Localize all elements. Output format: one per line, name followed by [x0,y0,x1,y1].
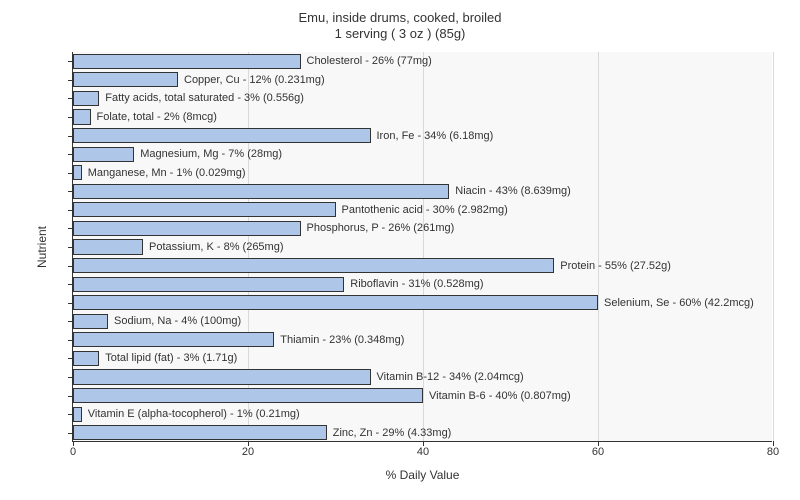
x-tick-label: 20 [242,446,254,458]
x-tick-label: 0 [70,446,76,458]
bar-label: Magnesium, Mg - 7% (28mg) [140,148,282,160]
bar [73,91,99,106]
bar [73,54,301,69]
bar-label: Copper, Cu - 12% (0.231mg) [184,74,325,86]
x-tick-label: 40 [417,446,429,458]
plot-area: Nutrient % Daily Value 020406080Choleste… [72,52,772,442]
bar [73,109,91,124]
bar-label: Vitamin B-6 - 40% (0.807mg) [429,390,571,402]
bar-label: Fatty acids, total saturated - 3% (0.556… [105,92,304,104]
nutrient-chart: Emu, inside drums, cooked, broiled 1 ser… [0,0,800,500]
bar-label: Sodium, Na - 4% (100mg) [114,315,241,327]
bar-label: Protein - 55% (27.52g) [560,260,671,272]
bar-label: Thiamin - 23% (0.348mg) [280,334,404,346]
bar-label: Potassium, K - 8% (265mg) [149,241,284,253]
bar-label: Folate, total - 2% (8mcg) [97,111,217,123]
bar [73,295,598,310]
y-axis-label: Nutrient [35,225,49,267]
bar [73,72,178,87]
bar-label: Pantothenic acid - 30% (2.982mg) [342,204,508,216]
grid-line [773,52,774,441]
bar-label: Manganese, Mn - 1% (0.029mg) [88,167,246,179]
bar-label: Cholesterol - 26% (77mg) [307,55,432,67]
bar [73,369,371,384]
grid-line [598,52,599,441]
bar-label: Niacin - 43% (8.639mg) [455,185,571,197]
bar [73,277,344,292]
bar [73,388,423,403]
bar [73,221,301,236]
bar-label: Selenium, Se - 60% (42.2mcg) [604,297,754,309]
bar-label: Vitamin B-12 - 34% (2.04mcg) [377,371,524,383]
bar-label: Vitamin E (alpha-tocopherol) - 1% (0.21m… [88,408,300,420]
bar [73,425,327,440]
chart-title-line1: Emu, inside drums, cooked, broiled [0,10,800,26]
bar [73,202,336,217]
bar [73,351,99,366]
bar-label: Iron, Fe - 34% (6.18mg) [377,130,494,142]
bar [73,239,143,254]
bar [73,258,554,273]
bar-label: Phosphorus, P - 26% (261mg) [307,222,455,234]
chart-title-line2: 1 serving ( 3 oz ) (85g) [0,26,800,42]
x-tick-label: 80 [767,446,779,458]
bar [73,165,82,180]
bar [73,407,82,422]
bar-label: Total lipid (fat) - 3% (1.71g) [105,352,237,364]
bar [73,332,274,347]
bar [73,184,449,199]
bar [73,314,108,329]
bar [73,147,134,162]
x-tick-label: 60 [592,446,604,458]
bar [73,128,371,143]
bar-label: Zinc, Zn - 29% (4.33mg) [333,427,452,439]
bar-label: Riboflavin - 31% (0.528mg) [350,278,483,290]
x-axis-label: % Daily Value [73,468,772,482]
